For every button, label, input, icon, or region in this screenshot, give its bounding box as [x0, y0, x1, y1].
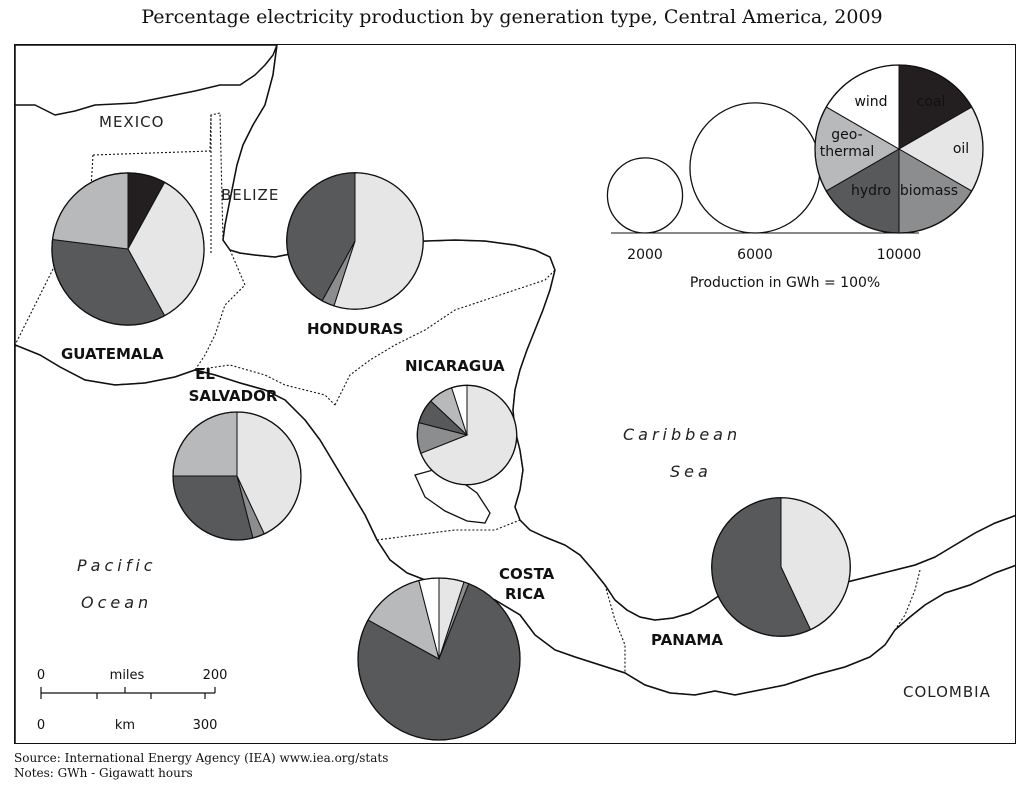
panama-pie-outline: [711, 497, 851, 637]
scale-miles-max: 200: [203, 668, 228, 683]
source-note: Source: International Energy Agency (IEA…: [14, 751, 389, 765]
footer: Source: International Energy Agency (IEA…: [14, 751, 388, 781]
scale-miles-0: 0: [37, 668, 45, 683]
place-labels: MEXICO BELIZE GUATEMALA HONDURAS EL SALV…: [61, 113, 991, 701]
guatemala-slice-geothermal: [51, 172, 129, 250]
scale-miles-label: miles: [110, 668, 145, 683]
label-el-salvador-line1: EL: [195, 365, 215, 383]
label-caribbean-line1: Caribbean: [623, 425, 741, 444]
guatemala-pie-outline: [51, 172, 205, 326]
costa-rica-pie-outline: [357, 577, 521, 741]
legend-size-circle-2000: [606, 157, 684, 234]
map-frame: coal oil biomass hydro geo-thermal wind 2000 …: [14, 44, 1016, 744]
label-colombia: COLOMBIA: [903, 683, 991, 701]
scale-bar: [40, 687, 216, 699]
panama-pie: [711, 497, 851, 637]
el-salvador-pie-outline: [172, 411, 302, 541]
border-panama-colombia: [894, 569, 921, 631]
honduras-pie: [286, 172, 424, 310]
legend-size-6000-label: 6000: [737, 247, 773, 263]
label-guatemala: GUATEMALA: [61, 345, 164, 363]
country-pies: [51, 172, 851, 741]
border-costa-rica-panama: [604, 584, 626, 673]
label-caribbean-line2: Sea: [670, 462, 712, 481]
border-guatemala-honduras: [194, 249, 246, 371]
legend-label-biomass: biomass: [900, 183, 958, 199]
label-panama: PANAMA: [651, 631, 723, 649]
mexico-yucatan-land: [15, 45, 278, 116]
guatemala-pie: [51, 172, 205, 326]
el-salvador-pie: [172, 411, 302, 541]
legend-caption: Production in GWh = 100%: [690, 275, 880, 291]
legend-label-hydro: hydro: [851, 183, 891, 199]
nicaragua-pie: [416, 384, 518, 486]
legend-label-geothermal: geo-thermal: [820, 127, 875, 160]
legend-size-circles: [606, 102, 821, 234]
legend-label-oil: oil: [953, 141, 969, 157]
label-honduras: HONDURAS: [307, 320, 403, 338]
scale-km-max: 300: [193, 718, 218, 733]
map-title: Percentage electricity production by gen…: [141, 6, 883, 28]
label-pacific-line2: Ocean: [81, 593, 152, 612]
costa-rica-pie: [357, 577, 521, 741]
scale-km-label: km: [115, 718, 135, 733]
label-belize: BELIZE: [221, 186, 279, 204]
border-nicaragua-costa-rica: [376, 519, 521, 541]
nicaragua-pie-outline: [416, 384, 518, 486]
label-mexico: MEXICO: [99, 113, 164, 131]
legend-label-wind: wind: [854, 94, 887, 110]
legend-size-10000-label: 10000: [877, 247, 922, 263]
legend-pie: [814, 64, 984, 234]
legend-pie: coal oil biomass hydro geo-thermal wind: [814, 64, 984, 234]
legend-label-coal: coal: [917, 94, 946, 110]
honduras-pie-outline: [286, 172, 424, 310]
legend-size-2000-label: 2000: [627, 247, 663, 263]
label-costa-rica-line1: COSTA: [499, 565, 555, 583]
border-honduras-nicaragua: [334, 269, 556, 406]
scale-km-0: 0: [37, 718, 45, 733]
label-el-salvador-line2: SALVADOR: [189, 387, 278, 405]
label-nicaragua: NICARAGUA: [405, 357, 505, 375]
label-costa-rica-line2: RICA: [505, 585, 545, 603]
label-pacific-line1: Pacific: [77, 556, 157, 575]
legend-size-circle-6000: [689, 102, 821, 234]
notes-note: Notes: GWh - Gigawatt hours: [14, 766, 193, 780]
